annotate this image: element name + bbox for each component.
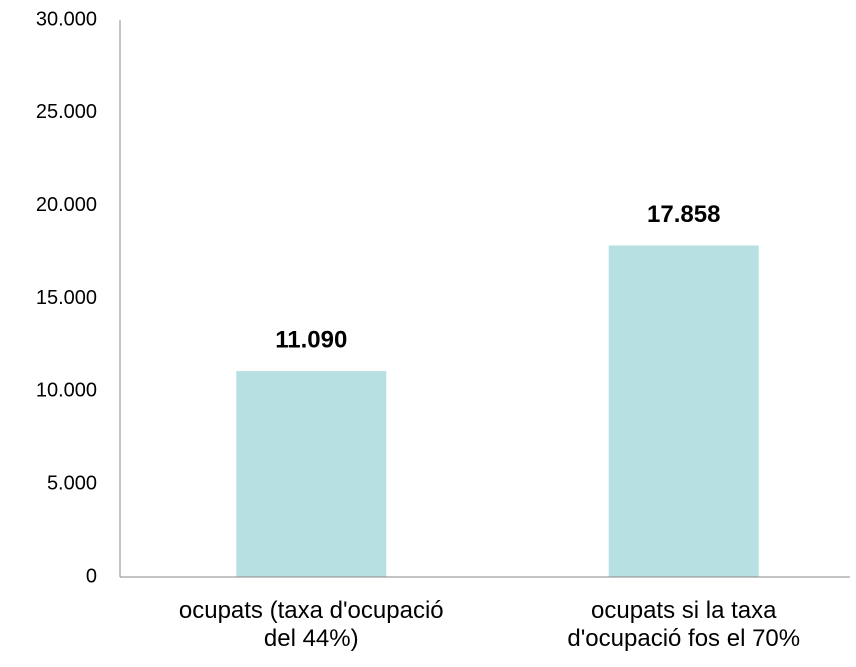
bar xyxy=(608,245,759,577)
bar xyxy=(236,371,387,577)
y-tick-label: 0 xyxy=(86,565,97,587)
y-tick-label: 10.000 xyxy=(36,380,97,402)
y-tick-label: 30.000 xyxy=(36,8,97,30)
y-tick-label: 25.000 xyxy=(36,101,97,123)
x-tick-label: ocupats si la taxa d'ocupació fos el 70% xyxy=(567,597,801,652)
x-tick-label-box: ocupats si la taxa d'ocupació fos el 70% xyxy=(567,597,801,652)
data-label: 11.090 xyxy=(275,326,347,353)
data-label: 17.858 xyxy=(647,201,720,228)
x-tick-label: ocupats (taxa d'ocupació del 44%) xyxy=(178,597,444,652)
y-tick-label: 5.000 xyxy=(47,472,97,494)
x-tick-label-box: ocupats (taxa d'ocupació del 44%) xyxy=(178,597,444,652)
y-tick-label: 20.000 xyxy=(36,194,97,216)
y-tick-label: 15.000 xyxy=(36,287,97,309)
